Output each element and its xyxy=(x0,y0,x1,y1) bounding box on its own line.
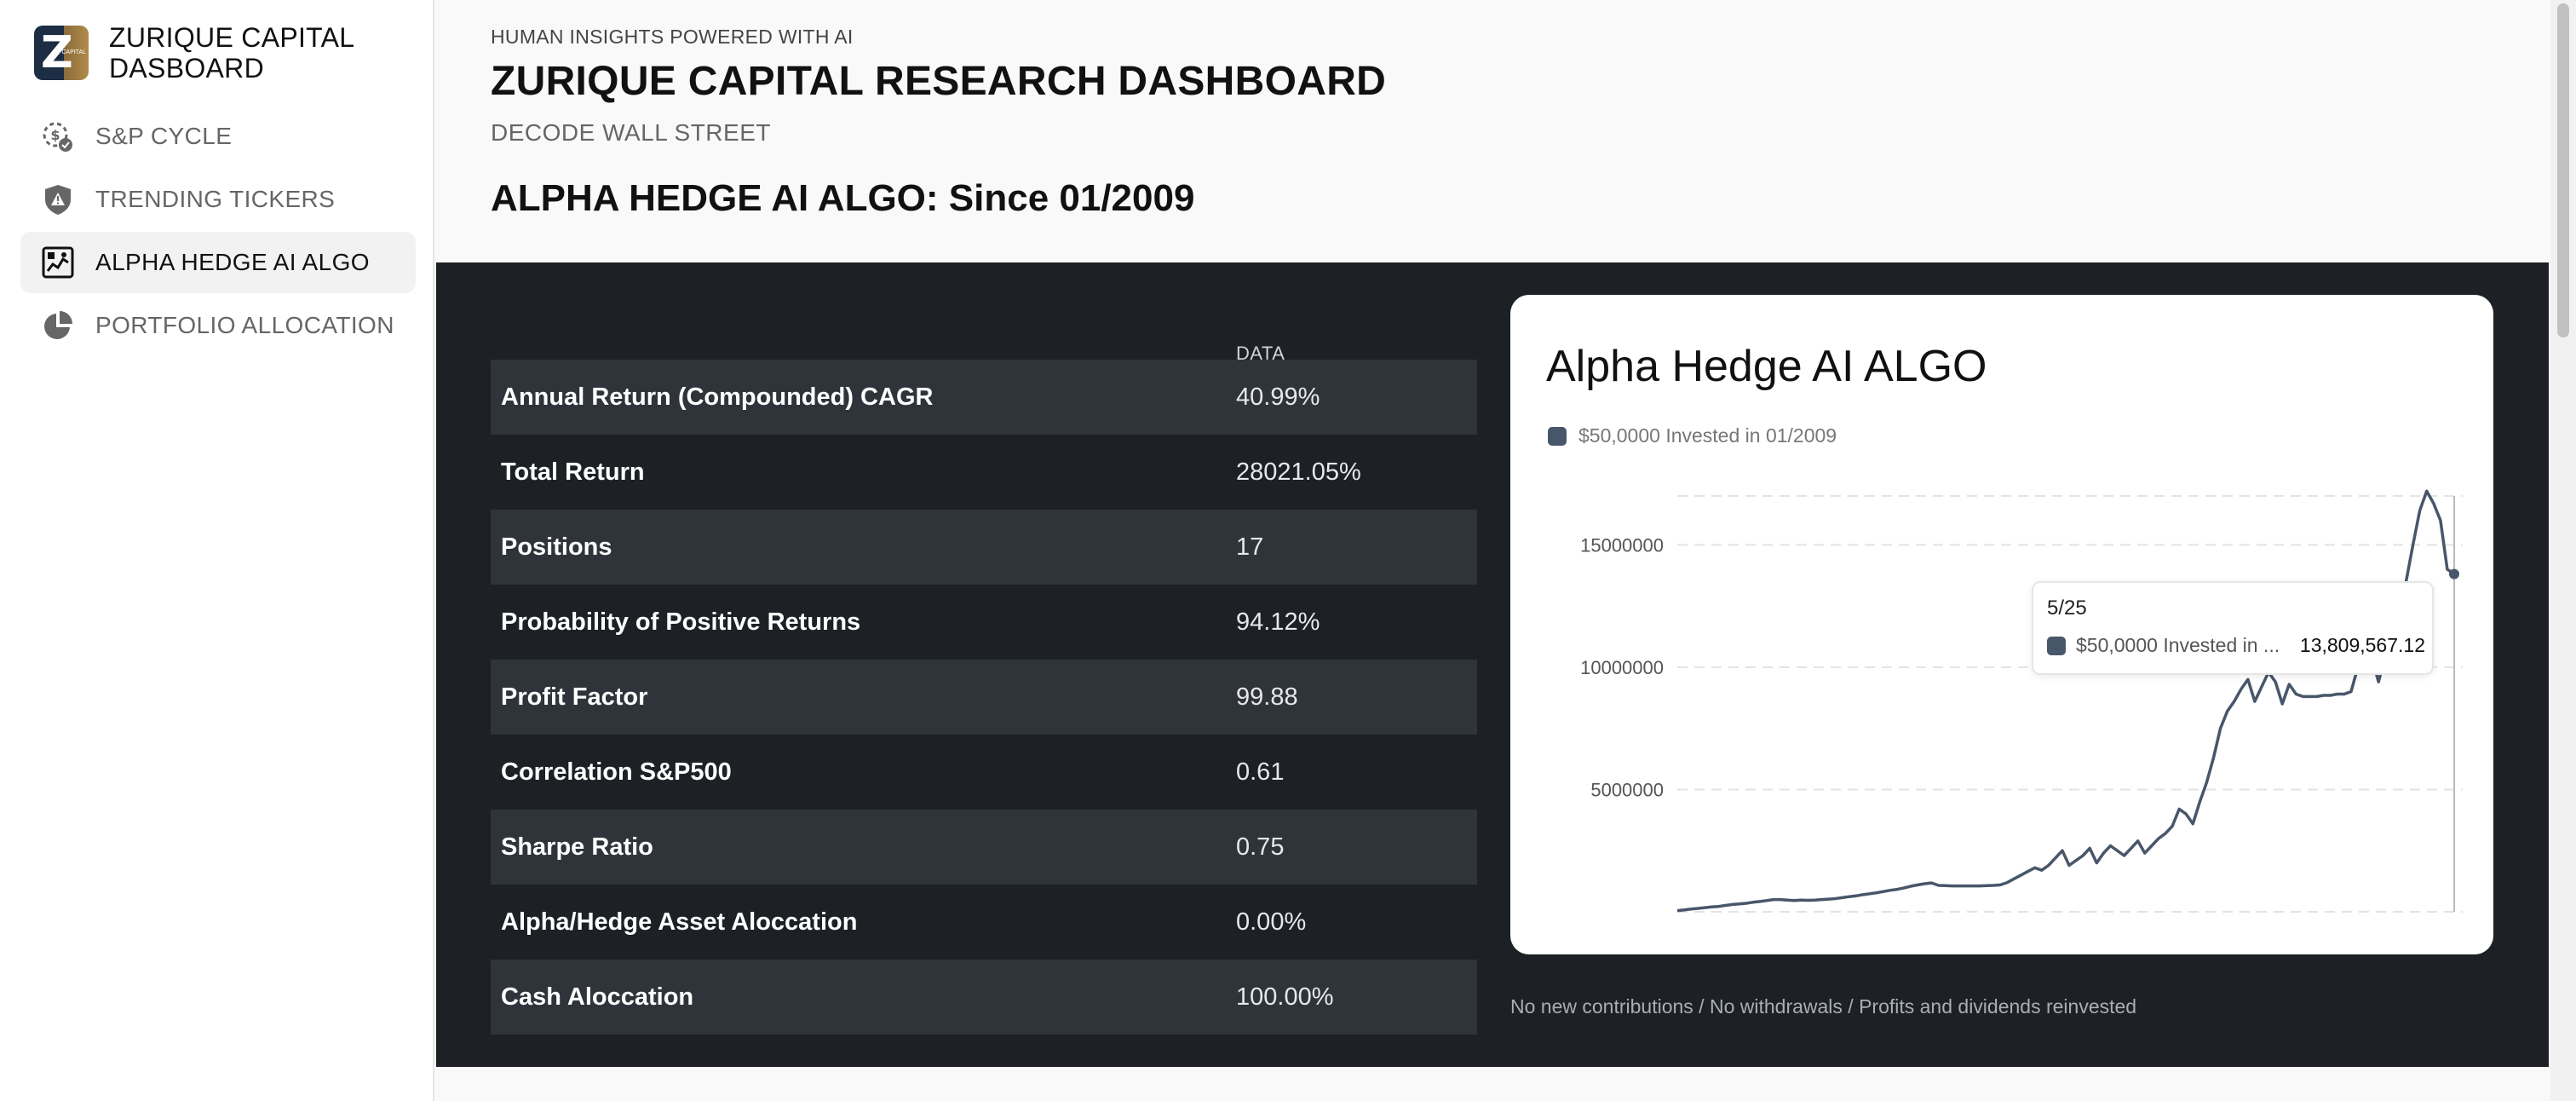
page-subtitle: DECODE WALL STREET xyxy=(491,119,771,146)
page-eyebrow: HUMAN INSIGHTS POWERED WITH AI xyxy=(491,26,854,48)
metric-value: 0.61 xyxy=(1236,758,1285,786)
metric-value: 100.00% xyxy=(1236,983,1334,1011)
metric-label: Alpha/Hedge Asset Aloccation xyxy=(501,908,858,936)
metric-label: Cash Aloccation xyxy=(501,983,694,1011)
sidebar-nav: $ S&P CYCLE TRENDING TICKERS xyxy=(20,106,416,358)
dollar-cycle-icon: $ xyxy=(39,118,77,155)
tooltip-swatch xyxy=(2047,636,2066,655)
logo-small-text: CAPITAL xyxy=(61,49,86,55)
sidebar-item-label: ALPHA HEDGE AI ALGO xyxy=(95,249,370,275)
metric-value: 17 xyxy=(1236,533,1264,561)
table-row: Annual Return (Compounded) CAGR 40.99% xyxy=(491,360,1477,435)
svg-text:$: $ xyxy=(50,127,60,143)
metric-value: 0.00% xyxy=(1236,908,1307,936)
sidebar: Z CAPITAL ZURIQUE CAPITAL DASBOARD $ S&P… xyxy=(0,0,434,1101)
chart-tooltip: 5/25 $50,0000 Invested in ... 13,809,567… xyxy=(2032,581,2434,675)
algo-panel: DATA Annual Return (Compounded) CAGR 40.… xyxy=(436,262,2549,1067)
table-row: Probability of Positive Returns 94.12% xyxy=(491,585,1477,660)
metric-value: 0.75 xyxy=(1236,833,1285,861)
brand-logo: Z CAPITAL xyxy=(34,26,89,80)
metric-label: Positions xyxy=(501,533,612,561)
table-row: Alpha/Hedge Asset Aloccation 0.00% xyxy=(491,885,1477,960)
legend-label: $50,0000 Invested in 01/2009 xyxy=(1578,424,1837,447)
logo-letter: Z xyxy=(41,27,73,78)
metric-label: Annual Return (Compounded) CAGR xyxy=(501,383,934,411)
metric-label: Sharpe Ratio xyxy=(501,833,653,861)
page-title: ZURIQUE CAPITAL RESEARCH DASHBOARD xyxy=(491,59,1387,104)
table-row: Profit Factor 99.88 xyxy=(491,660,1477,735)
metric-value: 99.88 xyxy=(1236,683,1298,711)
sidebar-item-label: S&P CYCLE xyxy=(95,123,233,149)
sidebar-item-alpha-hedge-ai-algo[interactable]: ALPHA HEDGE AI ALGO xyxy=(20,232,416,293)
sidebar-item-trending-tickers[interactable]: TRENDING TICKERS xyxy=(20,169,416,230)
tooltip-row: $50,0000 Invested in ... 13,809,567.12 xyxy=(2047,634,2425,657)
chart-legend[interactable]: $50,0000 Invested in 01/2009 xyxy=(1548,424,1837,447)
table-row: Total Return 28021.05% xyxy=(491,435,1477,510)
y-tick-label: 10000000 xyxy=(1580,657,1664,678)
algo-chart-icon xyxy=(39,244,77,281)
sidebar-item-label: PORTFOLIO ALLOCATION xyxy=(95,312,394,338)
chart-title: Alpha Hedge AI ALGO xyxy=(1546,342,1987,391)
chart-card: Alpha Hedge AI ALGO $50,0000 Invested in… xyxy=(1510,295,2493,954)
table-row: Positions 17 xyxy=(491,510,1477,585)
sidebar-item-portfolio-allocation[interactable]: PORTFOLIO ALLOCATION xyxy=(20,295,416,356)
table-row: Sharpe Ratio 0.75 xyxy=(491,810,1477,885)
section-title: ALPHA HEDGE AI ALGO: Since 01/2009 xyxy=(491,177,1195,219)
y-tick-label: 15000000 xyxy=(1580,534,1664,556)
sidebar-item-sp-cycle[interactable]: $ S&P CYCLE xyxy=(20,106,416,167)
active-data-point[interactable] xyxy=(2449,568,2459,579)
table-row: Cash Aloccation 100.00% xyxy=(491,960,1477,1035)
tooltip-value: 13,809,567.12 xyxy=(2299,634,2425,656)
table-row: Correlation S&P500 0.61 xyxy=(491,735,1477,810)
legend-swatch xyxy=(1548,426,1567,446)
metric-label: Probability of Positive Returns xyxy=(501,608,861,636)
sidebar-item-label: TRENDING TICKERS xyxy=(95,186,336,212)
scrollbar-thumb[interactable] xyxy=(2557,3,2569,337)
metric-value: 28021.05% xyxy=(1236,458,1361,486)
metric-label: Total Return xyxy=(501,458,645,486)
brand[interactable]: Z CAPITAL ZURIQUE CAPITAL DASBOARD xyxy=(34,22,399,84)
series-line xyxy=(1676,489,2455,913)
metric-label: Profit Factor xyxy=(501,683,648,711)
chart-footnote: No new contributions / No withdrawals / … xyxy=(1510,995,2137,1017)
page-scrollbar[interactable] xyxy=(2550,0,2576,1101)
pie-chart-icon xyxy=(39,307,77,344)
metrics-table: DATA Annual Return (Compounded) CAGR 40.… xyxy=(491,298,1477,1035)
tooltip-date: 5/25 xyxy=(2047,597,2087,620)
y-tick-label: 5000000 xyxy=(1590,779,1664,800)
metric-value: 40.99% xyxy=(1236,383,1320,411)
metric-value: 94.12% xyxy=(1236,608,1320,636)
metric-label: Correlation S&P500 xyxy=(501,758,732,786)
brand-name: ZURIQUE CAPITAL DASBOARD xyxy=(109,22,354,84)
shield-alert-icon xyxy=(39,181,77,218)
metrics-table-header: DATA xyxy=(491,298,1477,364)
tooltip-series-name: $50,0000 Invested in ... xyxy=(2076,634,2280,656)
